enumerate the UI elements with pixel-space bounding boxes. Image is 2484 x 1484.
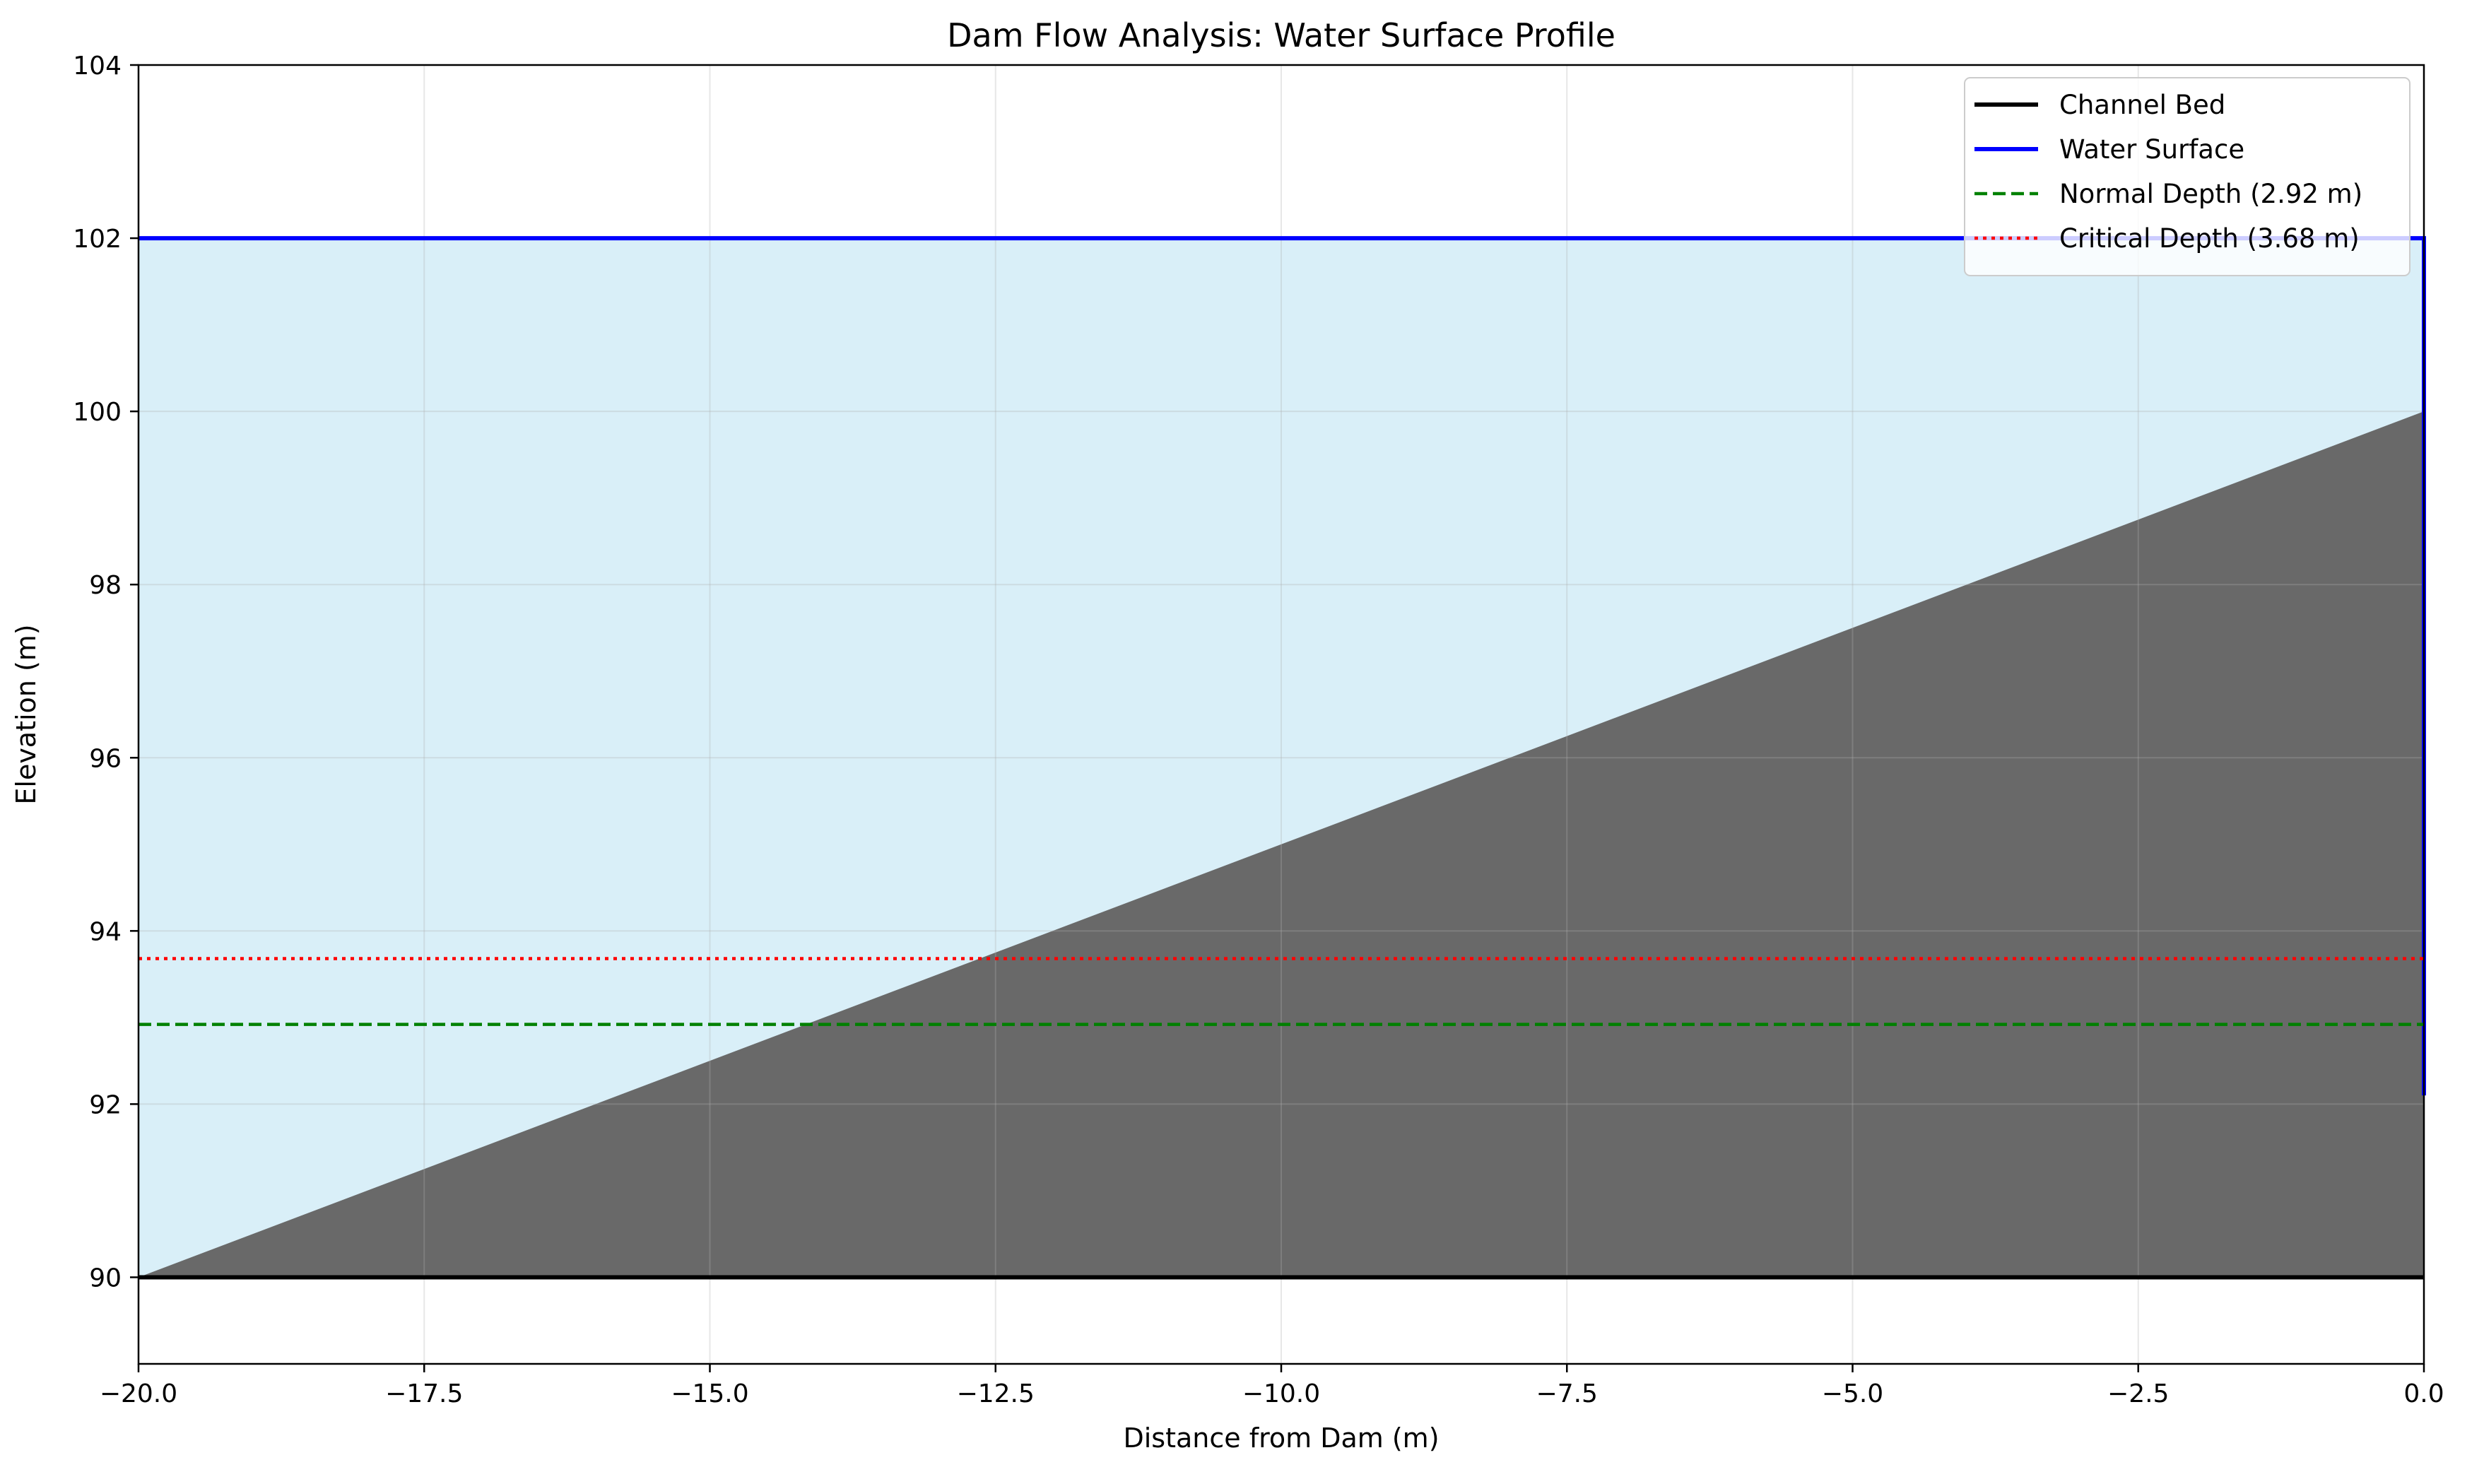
y-tick-label: 98 [89, 571, 122, 600]
x-tick-label: −20.0 [100, 1379, 177, 1408]
y-tick-label: 94 [89, 917, 122, 946]
y-tick-label: 104 [73, 52, 122, 81]
legend-label: Water Surface [2059, 134, 2244, 165]
x-axis-label: Distance from Dam (m) [1123, 1423, 1439, 1454]
y-tick-label: 92 [89, 1090, 122, 1119]
legend-label: Channel Bed [2059, 90, 2225, 120]
plot-area [139, 238, 2424, 1278]
y-tick-label: 100 [73, 398, 122, 427]
legend-label: Normal Depth (2.92 m) [2059, 179, 2362, 209]
y-tick-label: 90 [89, 1264, 122, 1292]
y-tick-label: 102 [73, 225, 122, 254]
x-tick-label: −12.5 [957, 1379, 1035, 1408]
y-axis-label: Elevation (m) [11, 624, 42, 804]
x-tick-label: 0.0 [2403, 1379, 2444, 1408]
y-tick-label: 96 [89, 744, 122, 773]
legend-box [1964, 77, 2411, 276]
x-tick-label: −15.0 [671, 1379, 748, 1408]
legend-label: Critical Depth (3.68 m) [2059, 223, 2360, 254]
legend: Channel Bed Water Surface Normal Depth (2.… [1964, 77, 2411, 276]
x-tick-label: −10.0 [1242, 1379, 1320, 1408]
chart-title: Dam Flow Analysis: Water Surface Profile [947, 16, 1615, 54]
ticks: −20.0 −17.5 −15.0 −12.5 −10.0 −7.5 −5.0 −2.5 0.0… [73, 52, 2444, 1408]
x-tick-label: −7.5 [1536, 1379, 1598, 1408]
x-tick-label: −17.5 [385, 1379, 463, 1408]
x-tick-label: −2.5 [2107, 1379, 2169, 1408]
dam-body [139, 411, 2424, 1278]
x-tick-label: −5.0 [1822, 1379, 1883, 1408]
